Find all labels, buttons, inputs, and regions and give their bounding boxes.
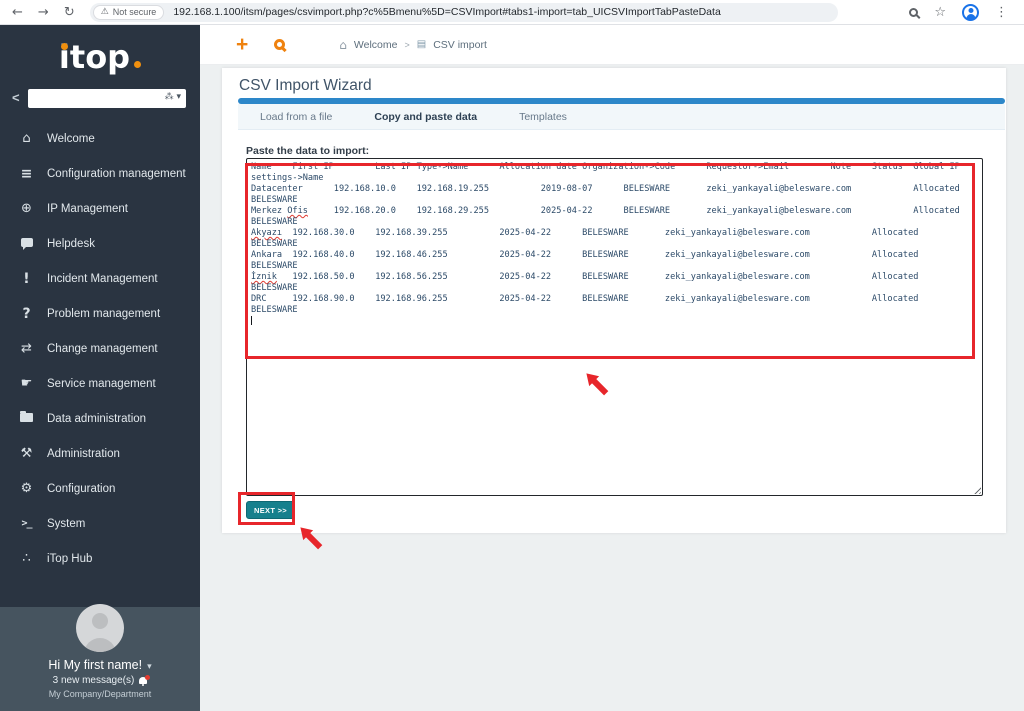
logo-orange-dot — [60, 43, 68, 50]
gear-icon: ⚙ — [20, 481, 33, 496]
breadcrumb-welcome[interactable]: Welcome — [353, 38, 398, 51]
exclamation-icon: ! — [23, 270, 30, 287]
terminal-icon: >_ — [21, 518, 32, 529]
sidebar-item-ip-management[interactable]: ⊕ IP Management — [0, 191, 200, 226]
global-search-icon[interactable] — [274, 39, 286, 50]
zoom-icon[interactable] — [909, 7, 919, 17]
user-greeting: Hi My first name! — [48, 658, 143, 672]
itop-logo[interactable]: itop — [0, 36, 200, 82]
tools-icon: ⚒ — [20, 446, 33, 461]
sidebar-item-label: Helpdesk — [47, 237, 95, 250]
user-organization: My Company/Department — [48, 689, 152, 699]
security-label: Not secure — [112, 7, 157, 17]
breadcrumb-csv-import[interactable]: CSV import — [433, 38, 487, 51]
paste-data-label: Paste the data to import: — [246, 145, 370, 157]
sidebar-item-change-management[interactable]: ⇄ Change management — [0, 331, 200, 366]
avatar[interactable] — [76, 604, 124, 652]
sidebar-item-system[interactable]: >_ System — [0, 506, 200, 541]
logo-text: itop — [58, 38, 131, 76]
sitemap-icon[interactable]: ⁂ ▾ — [164, 92, 181, 102]
sidebar-item-service-management[interactable]: ☛ Service management — [0, 366, 200, 401]
sidebar-item-label: Welcome — [47, 132, 95, 145]
sidebar-item-label: Incident Management — [47, 272, 158, 285]
messages-link[interactable]: 3 new message(s) — [0, 675, 200, 686]
next-button[interactable]: NEXT >> — [246, 501, 295, 519]
breadcrumb-separator: > — [404, 39, 410, 50]
sidebar-searchbox: ⁂ ▾ — [27, 88, 186, 108]
globe-icon: ⊕ — [21, 201, 32, 216]
tab-accent-bar — [238, 98, 1005, 104]
sidebar-item-label: iTop Hub — [47, 552, 93, 565]
forward-icon[interactable]: → — [37, 4, 49, 20]
home-icon[interactable]: ⌂ — [339, 37, 347, 52]
sidebar-item-problem-management[interactable]: ? Problem management — [0, 296, 200, 331]
content-area: CSV Import Wizard Load from a file Copy … — [200, 65, 1024, 711]
url-text: 192.168.1.100/itsm/pages/csvimport.php?c… — [173, 6, 721, 18]
database-icon: ≡ — [20, 165, 33, 182]
browser-toolbar: ← → ↻ ⚠ Not secure 192.168.1.100/itsm/pa… — [0, 0, 1024, 25]
reload-icon[interactable]: ↻ — [63, 4, 75, 20]
breadcrumb: ⌂ Welcome > ▤ CSV import — [339, 38, 487, 52]
sidebar-item-label: Configuration — [47, 482, 116, 495]
bell-icon — [139, 675, 151, 686]
quick-create-icon[interactable]: + — [236, 33, 249, 56]
browser-menu-icon[interactable]: ⋮ — [995, 4, 1008, 20]
url-bar[interactable]: ⚠ Not secure 192.168.1.100/itsm/pages/cs… — [89, 2, 838, 22]
home-icon: ⌂ — [22, 131, 31, 146]
app-header: + ⌂ Welcome > ▤ CSV import — [200, 25, 1024, 65]
sidebar-item-incident-management[interactable]: ! Incident Management — [0, 261, 200, 296]
sidebar-item-itop-hub[interactable]: ∴ iTop Hub — [0, 541, 200, 576]
page-title: CSV Import Wizard — [239, 77, 372, 94]
sidebar-menu: ⌂ Welcome ≡ Configuration management ⊕ IP Man… — [0, 121, 200, 576]
messages-count: 3 new message(s) — [52, 675, 135, 686]
bookmark-star-icon[interactable]: ☆ — [934, 4, 946, 20]
sidebar-item-data-administration[interactable]: Data administration — [0, 401, 200, 436]
paste-textarea[interactable]: Name First IP Last IP Type->Name Allocat… — [246, 158, 983, 496]
tab-copy-paste-data[interactable]: Copy and paste data — [374, 110, 478, 123]
browser-profile-icon[interactable] — [962, 3, 979, 21]
sidebar-item-administration[interactable]: ⚒ Administration — [0, 436, 200, 471]
chat-bubble-icon — [16, 236, 37, 251]
sidebar-item-configuration[interactable]: ⚙ Configuration — [0, 471, 200, 506]
exchange-arrows-icon: ⇄ — [21, 341, 32, 356]
paste-textarea-content: Name First IP Last IP Type->Name Allocat… — [247, 159, 982, 328]
sidebar-item-label: Problem management — [47, 307, 161, 320]
user-menu[interactable]: Hi My first name! ▾ — [0, 658, 200, 672]
handshake-icon: ☛ — [20, 376, 33, 391]
share-icon: ∴ — [22, 551, 31, 566]
chevron-down-icon: ▾ — [147, 662, 152, 672]
logo-period-dot — [134, 61, 142, 68]
tab-load-from-file[interactable]: Load from a file — [260, 110, 333, 123]
sidebar-item-label: Administration — [47, 447, 120, 460]
sidebar-item-label: IP Management — [47, 202, 128, 215]
folder-icon — [16, 411, 37, 426]
sidebar-item-label: Change management — [47, 342, 158, 355]
question-icon: ? — [22, 305, 31, 322]
sidebar-item-label: Configuration management — [47, 167, 186, 180]
warning-icon: ⚠ — [100, 6, 109, 17]
collapse-sidebar-icon[interactable]: < — [12, 90, 20, 105]
tab-templates[interactable]: Templates — [519, 110, 567, 123]
sidebar-item-label: Data administration — [47, 412, 147, 425]
not-secure-badge[interactable]: ⚠ Not secure — [92, 4, 165, 20]
csv-import-panel: CSV Import Wizard Load from a file Copy … — [222, 68, 1006, 533]
user-section: Hi My first name! ▾ 3 new message(s) My C… — [0, 604, 200, 711]
tab-strip: Load from a file Copy and paste data Tem… — [238, 104, 1005, 130]
document-icon: ▤ — [416, 39, 427, 50]
sidebar-item-configuration-management[interactable]: ≡ Configuration management — [0, 156, 200, 191]
sidebar-item-label: System — [47, 517, 86, 530]
browser-actions: ☆ ⋮ — [909, 3, 1024, 21]
sidebar-item-welcome[interactable]: ⌂ Welcome — [0, 121, 200, 156]
sidebar: itop < ⁂ ▾ ⌂ Welcome ≡ Configuration manage… — [0, 25, 200, 711]
search-input[interactable] — [27, 89, 186, 108]
back-icon[interactable]: ← — [12, 4, 23, 20]
sidebar-search-row: < ⁂ ▾ — [0, 82, 200, 108]
sidebar-item-label: Service management — [47, 377, 156, 390]
sidebar-item-helpdesk[interactable]: Helpdesk — [0, 226, 200, 261]
